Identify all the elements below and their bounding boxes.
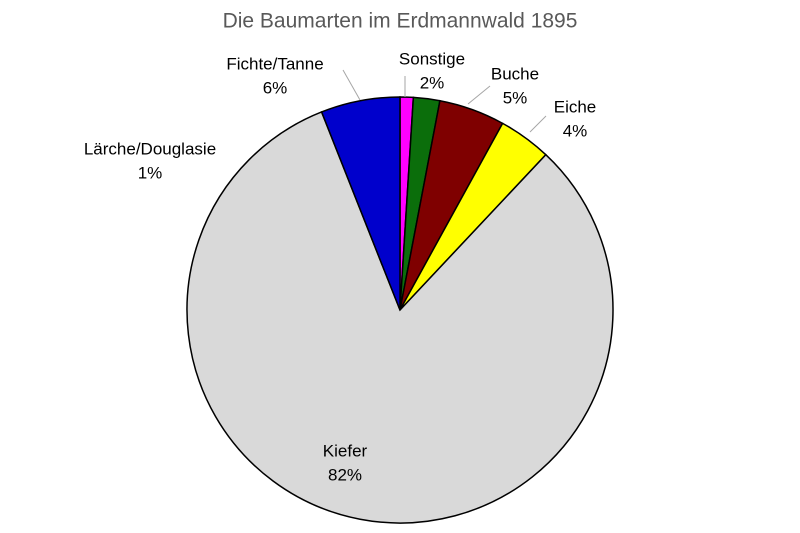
slice-value: 4% <box>563 121 588 140</box>
slice-label: Eiche <box>554 97 597 116</box>
slice-label: Buche <box>491 64 539 83</box>
slice-value: 2% <box>420 73 445 92</box>
pie-slice <box>186 110 614 524</box>
leader-line <box>467 85 491 105</box>
slice-value: 82% <box>328 465 362 484</box>
slice-label: Kiefer <box>323 441 368 460</box>
pie-slice <box>320 96 401 311</box>
leader-line <box>342 69 361 101</box>
slice-label: Lärche/Douglasie <box>84 139 216 158</box>
slice-value: 5% <box>503 88 528 107</box>
leader-line <box>529 115 547 133</box>
slice-label: Sonstige <box>399 49 465 68</box>
chart-title: Die Baumarten im Erdmannwald 1895 <box>223 10 578 33</box>
slice-value: 6% <box>263 78 288 97</box>
slice-label: Fichte/Tanne <box>226 54 323 73</box>
slice-value: 1% <box>138 163 163 182</box>
